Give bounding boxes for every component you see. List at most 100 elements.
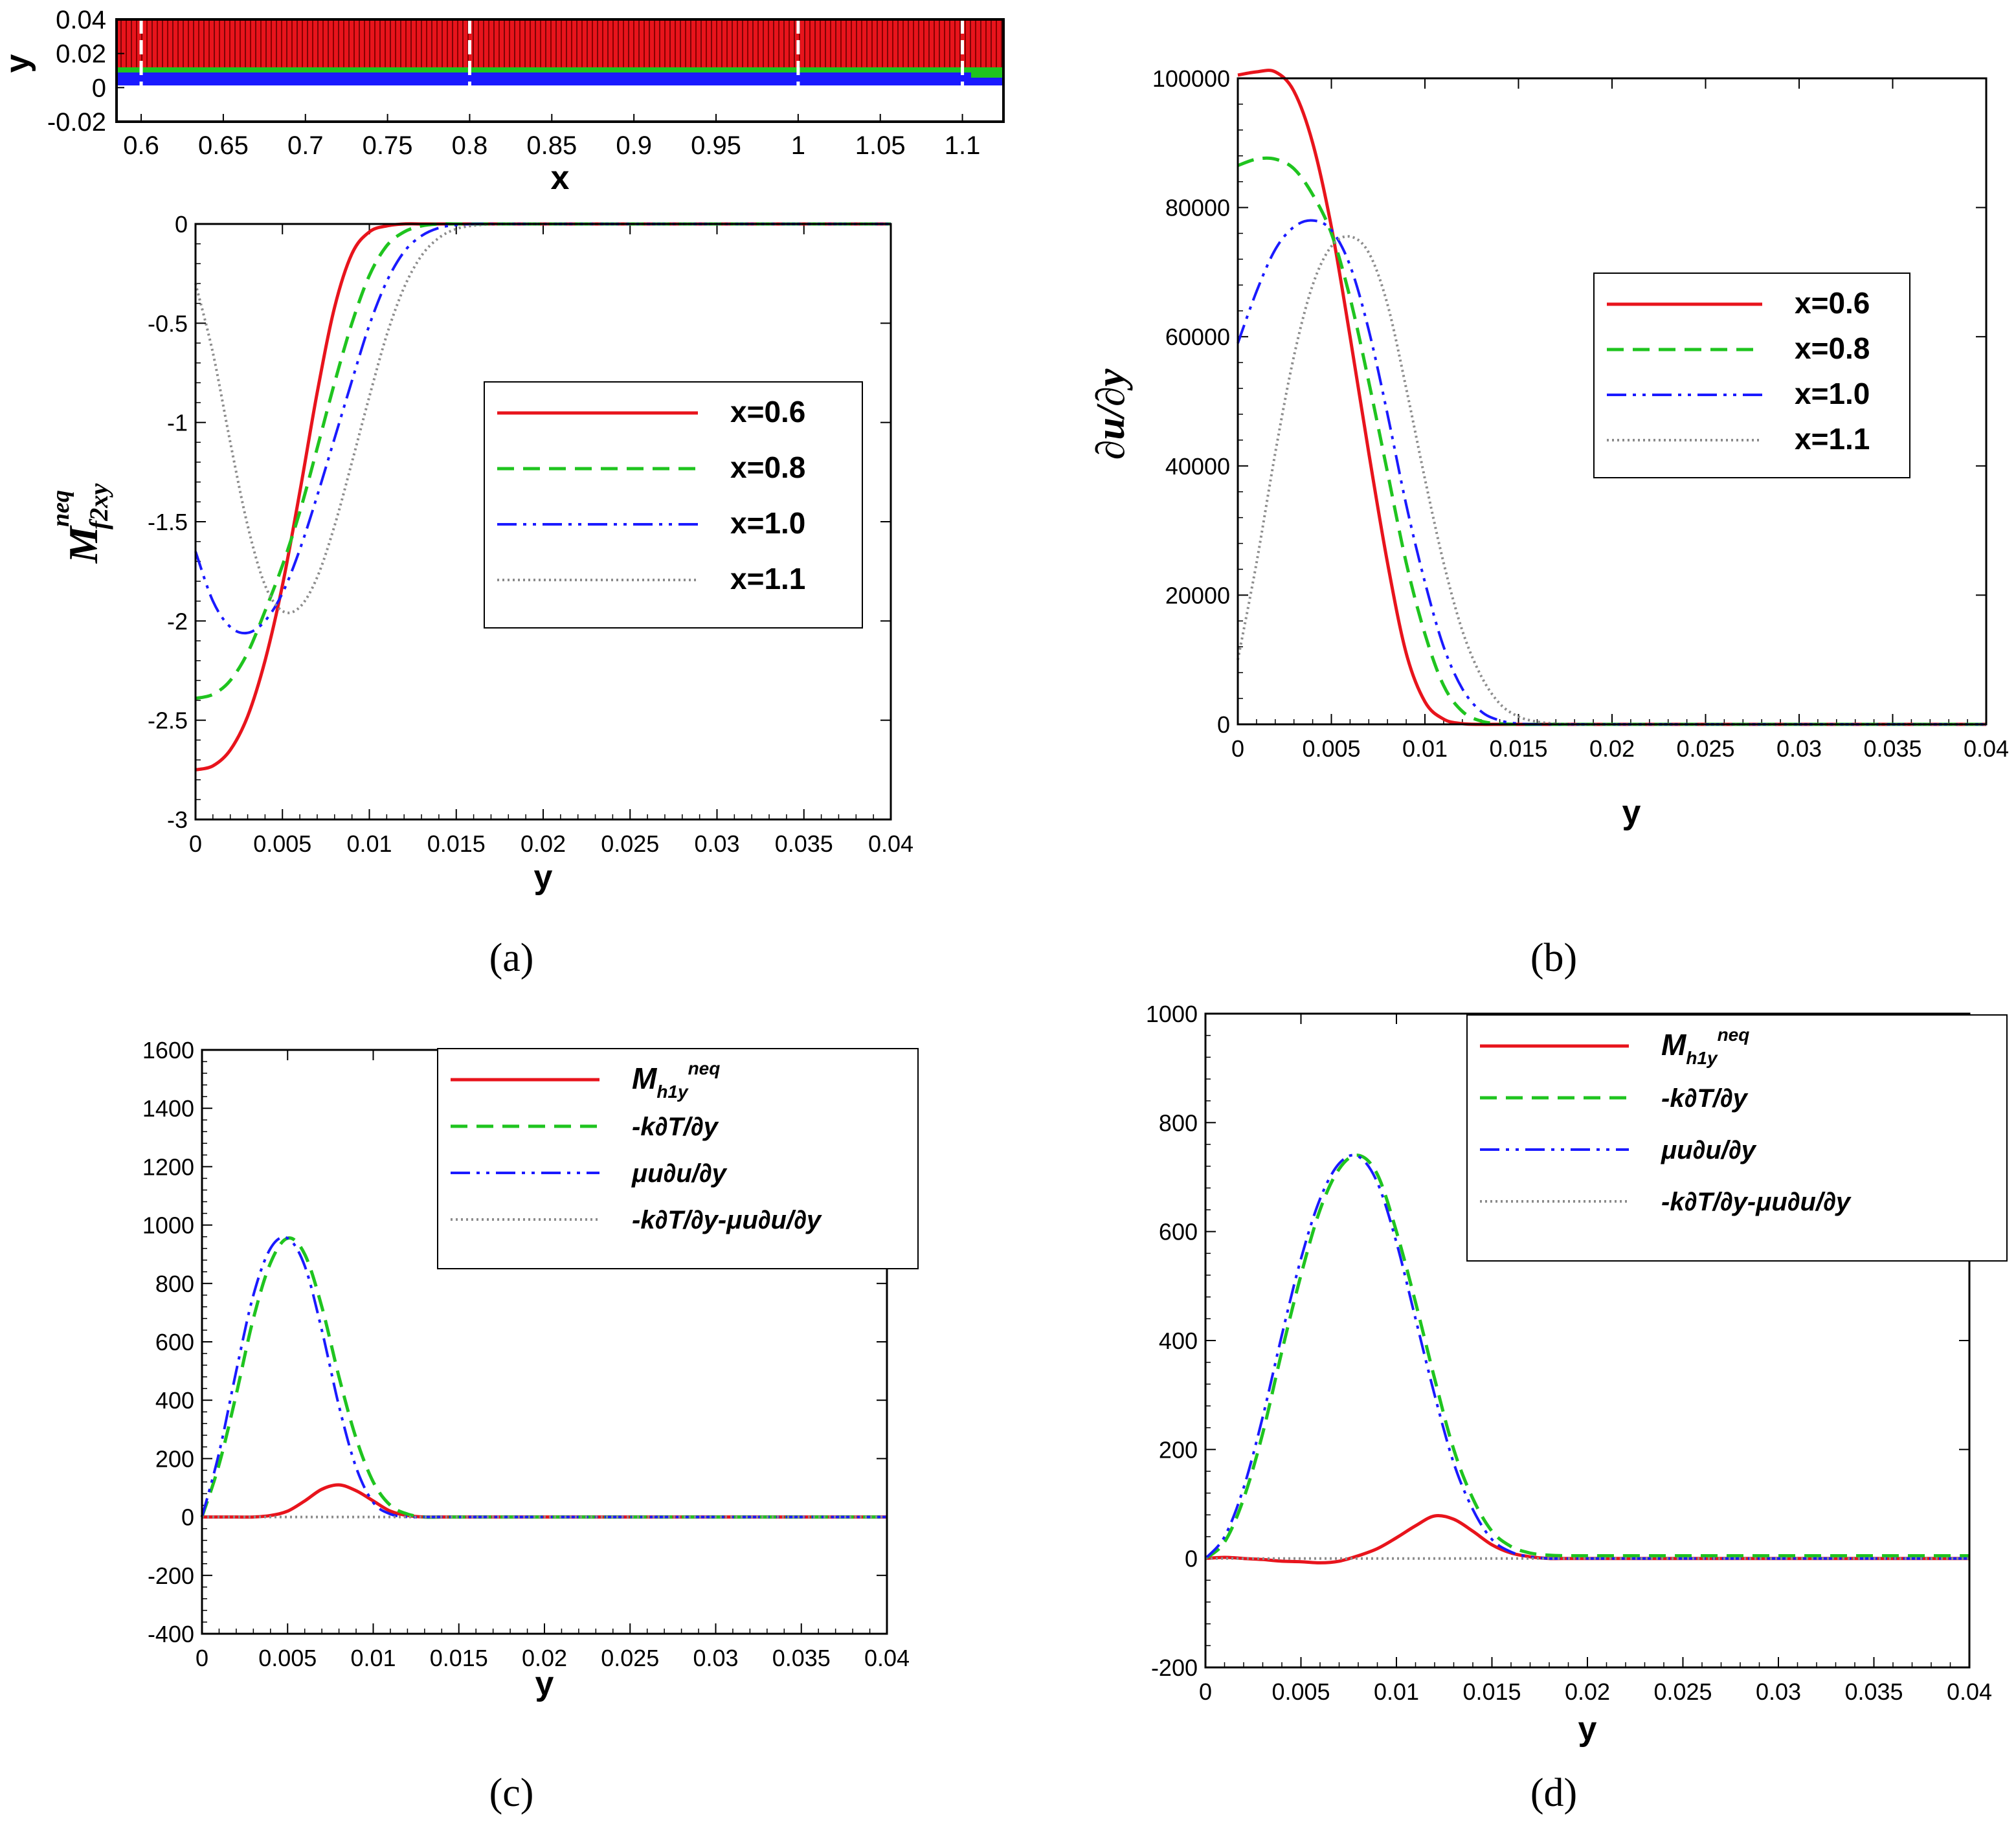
- chart-a-y-label: M f2xy neq: [47, 484, 113, 564]
- x-tick-label-b-5: 0.025: [1676, 735, 1734, 762]
- inset-panel: 0.6 0.65 0.7 0.75 0.8 0.85 0.9 0.95 1 1.05 1.1 0.0…: [0, 6, 1005, 197]
- y-tick-label-d-3: 400: [1159, 1328, 1198, 1354]
- x-tick-label-d-2: 0.01: [1374, 1678, 1419, 1705]
- x-tick-label-c-1: 0.005: [258, 1645, 317, 1671]
- legend-label-b-2: x=1.0: [1795, 377, 1870, 410]
- series-line-b-3: [1237, 235, 1986, 726]
- inset-field-blue-tail: [971, 72, 1003, 78]
- chart-c-legend-box: [437, 1048, 919, 1269]
- series-line-c-2: [201, 1236, 887, 1519]
- y-tick-label-a-5: -2.5: [148, 707, 188, 734]
- x-tick-label-d-6: 0.03: [1756, 1678, 1801, 1705]
- legend-label-b-1: x=0.8: [1795, 331, 1870, 365]
- inset-x-tick-label-5: 0.85: [526, 131, 577, 160]
- chart-c-series: [200, 1236, 887, 1519]
- series-line-d-2: [1204, 1153, 1969, 1560]
- chart-b-legend-box: [1593, 273, 1910, 478]
- chart-d-legend-box: [1466, 1014, 2008, 1262]
- caption-c: (c): [489, 1771, 534, 1815]
- chart-b-x-label: y: [1622, 794, 1641, 831]
- y-tick-label-c-10: -400: [148, 1621, 194, 1647]
- chart-a-ticks: 0 0.005 0.01 0.015 0.02 0.025 0.03 0.035 0.04 0 -0…: [148, 211, 913, 857]
- legend-label-d-2: μu∂u/∂y: [1661, 1136, 1757, 1164]
- inset-y-tick-label-0: 0.04: [56, 6, 106, 34]
- inset-x-tick-label-1: 0.65: [198, 131, 249, 160]
- y-tick-label-c-3: 1000: [142, 1212, 194, 1239]
- y-tick-label-a-4: -2: [167, 608, 188, 634]
- series-line-a-2: [194, 222, 891, 635]
- x-tick-label-d-5: 0.025: [1653, 1678, 1712, 1705]
- y-tick-label-d-4: 200: [1159, 1436, 1198, 1463]
- y-tick-label-b-3: 40000: [1165, 453, 1230, 480]
- chart-a-y-label-sub: f2xy: [84, 484, 113, 529]
- x-tick-label-b-1: 0.005: [1302, 735, 1360, 762]
- chart-b: 0 0.005 0.01 0.015 0.02 0.025 0.03 0.035 0.04 100…: [1089, 65, 2009, 831]
- legend-label-a-3: x=1.1: [730, 562, 805, 596]
- y-tick-label-c-8: 0: [181, 1504, 194, 1531]
- inset-x-tick-label-7: 0.95: [691, 131, 741, 160]
- inset-x-tick-label-4: 0.8: [452, 131, 488, 160]
- y-tick-label-a-1: -0.5: [148, 310, 188, 337]
- x-tick-label-d-0: 0: [1199, 1678, 1212, 1705]
- inset-y-ticks: 0.04 0.02 0 -0.02: [47, 6, 124, 137]
- x-tick-label-a-4: 0.02: [521, 830, 566, 857]
- chart-b-frame: [1237, 77, 1988, 726]
- y-tick-label-b-5: 0: [1217, 711, 1230, 738]
- y-tick-label-c-6: 400: [155, 1387, 194, 1414]
- x-tick-label-b-7: 0.035: [1863, 735, 1921, 762]
- chart-d-x-label: y: [1578, 1710, 1597, 1748]
- chart-a-x-label: y: [534, 858, 553, 896]
- y-tick-label-c-9: -200: [148, 1563, 194, 1589]
- x-tick-label-b-8: 0.04: [1964, 735, 2009, 762]
- series-line-c-1: [200, 1236, 887, 1519]
- x-tick-label-c-3: 0.015: [430, 1645, 488, 1671]
- y-tick-label-a-3: -1.5: [148, 509, 188, 535]
- y-tick-label-d-1: 800: [1159, 1109, 1198, 1136]
- x-tick-label-a-7: 0.035: [775, 830, 833, 857]
- caption-a: (a): [489, 936, 534, 980]
- legend-label-d-3: -k∂T/∂y-μu∂u/∂y: [1661, 1188, 1852, 1216]
- y-tick-label-b-4: 20000: [1165, 582, 1230, 608]
- series-line-d-1: [1204, 1153, 1969, 1560]
- y-tick-label-c-1: 1400: [142, 1095, 194, 1122]
- x-tick-label-b-0: 0: [1231, 735, 1244, 762]
- caption-b: (b): [1530, 936, 1577, 980]
- chart-c: 0 0.005 0.01 0.015 0.02 0.025 0.03 0.035 0.04 160…: [142, 1037, 919, 1702]
- chart-d-legend: Mh1yneq -k∂T/∂y μu∂u/∂y -k∂T/∂y-μu∂u/∂y: [1466, 1014, 2008, 1262]
- x-tick-label-d-8: 0.04: [1947, 1678, 1992, 1705]
- legend-label-a-2: x=1.0: [730, 506, 805, 540]
- inset-x-tick-label-6: 0.9: [616, 131, 652, 160]
- x-tick-label-c-5: 0.025: [601, 1645, 659, 1671]
- legend-label-c-2: μu∂u/∂y: [631, 1159, 728, 1188]
- x-tick-label-c-0: 0: [196, 1645, 208, 1671]
- y-tick-label-c-4: 800: [155, 1271, 194, 1297]
- y-tick-label-b-1: 80000: [1165, 195, 1230, 221]
- y-tick-label-d-2: 600: [1159, 1219, 1198, 1245]
- chart-c-ticks: 0 0.005 0.01 0.015 0.02 0.025 0.03 0.035 0.04 160…: [142, 1037, 910, 1671]
- chart-d-frame: [1204, 1012, 1971, 1669]
- legend-label-b-0: x=0.6: [1795, 286, 1870, 320]
- inset-x-tick-label-0: 0.6: [123, 131, 159, 160]
- y-tick-label-c-2: 1200: [142, 1153, 194, 1180]
- x-tick-label-c-6: 0.03: [693, 1645, 738, 1671]
- x-tick-label-a-5: 0.025: [601, 830, 659, 857]
- x-tick-label-b-6: 0.03: [1776, 735, 1822, 762]
- inset-y-tick-label-1: 0.02: [56, 40, 106, 69]
- x-tick-label-d-4: 0.02: [1565, 1678, 1610, 1705]
- y-tick-label-d-0: 1000: [1146, 1001, 1198, 1027]
- x-tick-label-b-3: 0.015: [1489, 735, 1547, 762]
- inset-x-tick-label-8: 1: [791, 131, 805, 160]
- chart-a-legend: x=0.6 x=0.8 x=1.0 x=1.1: [484, 381, 863, 629]
- inset-x-label: x: [551, 159, 570, 197]
- x-tick-label-b-2: 0.01: [1402, 735, 1448, 762]
- x-tick-label-d-1: 0.005: [1271, 1678, 1330, 1705]
- y-tick-label-a-0: 0: [175, 211, 188, 238]
- chart-a: 0 0.005 0.01 0.015 0.02 0.025 0.03 0.035 0.04 0 -0…: [47, 211, 913, 896]
- chart-a-y-label-sup: neq: [47, 490, 74, 527]
- y-tick-label-d-5: 0: [1185, 1546, 1198, 1572]
- chart-a-y-label-main: M: [60, 525, 106, 564]
- inset-field-green: [117, 67, 1003, 72]
- inset-y-tick-label-3: -0.02: [47, 108, 106, 137]
- chart-c-x-label: y: [535, 1665, 554, 1702]
